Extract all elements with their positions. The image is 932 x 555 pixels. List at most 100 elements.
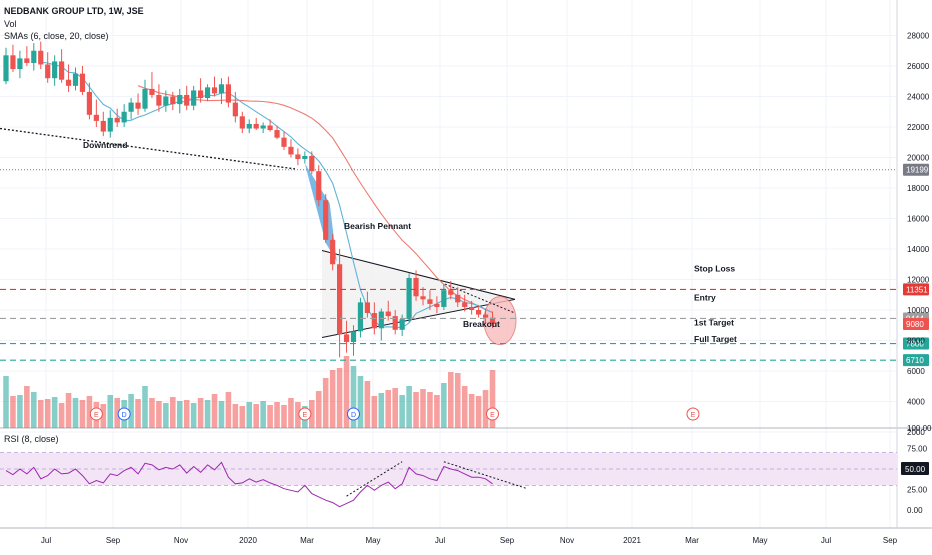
annotation-downtrend: Downtrend [83,140,127,150]
candle-body [38,50,44,65]
volume-bar [427,392,433,428]
price-badge-label-resistance: 19199 [906,166,929,175]
candle-body [31,50,37,63]
candle-body [357,302,364,332]
event-marker [117,407,131,421]
candle-body [302,155,308,160]
price-grid [0,0,932,529]
time-tick-label: Sep [500,536,515,545]
time-tick-label: Jul [41,536,51,545]
volume-bar [364,381,371,428]
annotation-stop-loss: Stop Loss [694,263,735,273]
candle-body [295,154,301,160]
event-marker-label: E [303,412,308,419]
candle-body [163,96,169,106]
rsi-trendline-down [443,461,528,490]
candle-body [482,314,489,318]
candle-body [156,94,162,106]
volume-bar [135,399,141,428]
rsi-line [5,461,493,508]
downtrend-line [0,127,296,170]
price-badge-label-full-target: 6710 [906,356,924,365]
volume-bar [315,391,322,428]
price-tick-label: 18000 [907,184,930,193]
volume-bar [24,386,30,428]
rsi-tick-label: 0.00 [907,506,923,515]
pennant-pattern [0,127,517,346]
rsi-trendline-up [346,461,403,497]
candle-body [142,88,148,109]
candle-body [413,277,419,297]
volume-bar [197,398,204,428]
candle-body [392,316,398,330]
price-tick-label: 14000 [907,245,930,254]
symbol-title: NEDBANK GROUP LTD, 1W, JSE [4,6,144,16]
candle-body [59,61,65,80]
volume-bar [37,400,44,428]
event-marker-label: E [691,412,696,419]
time-tick-label: Sep [106,536,121,545]
candle-body [441,290,447,307]
candle-body [309,155,315,172]
candle-body [448,290,454,295]
candle-body [72,73,79,86]
candle-body [323,200,329,240]
volume-bar [475,396,482,428]
price-tick-label: 28000 [907,32,930,41]
volume-bar [149,398,155,428]
candle-body [24,58,30,63]
candle-body [65,79,72,86]
candle-body [267,125,273,131]
candle-body [343,334,350,343]
volume-bar [461,386,468,428]
candle-body [469,306,475,310]
volume-bar [163,403,169,428]
annotation-entry: Entry [694,292,716,302]
volume-bar [31,392,37,428]
event-marker-label: E [94,412,99,419]
candle-body [462,302,468,307]
event-marker [347,407,360,421]
event-marker [89,407,103,421]
time-tick-label: Nov [174,536,188,545]
volume-bar [51,397,58,428]
candle-body [337,264,343,335]
time-axis: Jul Sep Nov 2020 Mar May Jul Sep Nov 2021 Mar May Ju… [41,536,898,545]
price-tick-label: 10000 [907,306,930,315]
price-badge-first-target [903,337,929,350]
pennant-dotted-extension [444,283,516,314]
candle-body [371,313,377,329]
price-badge-stop-loss [903,283,929,296]
volume-bar [218,401,225,428]
volume-bar [156,401,162,428]
candle-body [211,87,218,94]
volume-bar [357,376,364,428]
annotation-first-target: 1st Target [694,318,734,328]
price-badge-current-price [903,318,929,331]
candle-body [225,84,231,103]
candle-body [489,317,496,325]
candle-body [385,311,391,317]
candle-body [135,102,141,109]
volume-bar [44,399,51,428]
candles [3,41,496,358]
annotation-full-target: Full Target [694,334,737,344]
sma-legend: SMAs (6, close, 20, close) [4,31,109,41]
price-tick-label: 24000 [907,93,930,102]
candle-body [455,294,461,303]
time-tick-label: Nov [560,536,574,545]
volume-bar [72,398,79,428]
sma-fast-line [40,61,493,329]
price-badge-label-first-target: 7800 [906,340,924,349]
annotations: Stop Loss Entry 1st Target Full Target Downt… [83,140,737,344]
price-tick-label: 26000 [907,62,930,71]
sma-slow-line [137,85,493,313]
event-marker [298,407,312,421]
candle-body [260,125,266,129]
candle-body [378,311,384,329]
candle-body [253,123,259,129]
time-tick-label: 2020 [239,536,257,545]
price-badge-full-target [903,354,929,367]
volume-bar [406,386,412,428]
